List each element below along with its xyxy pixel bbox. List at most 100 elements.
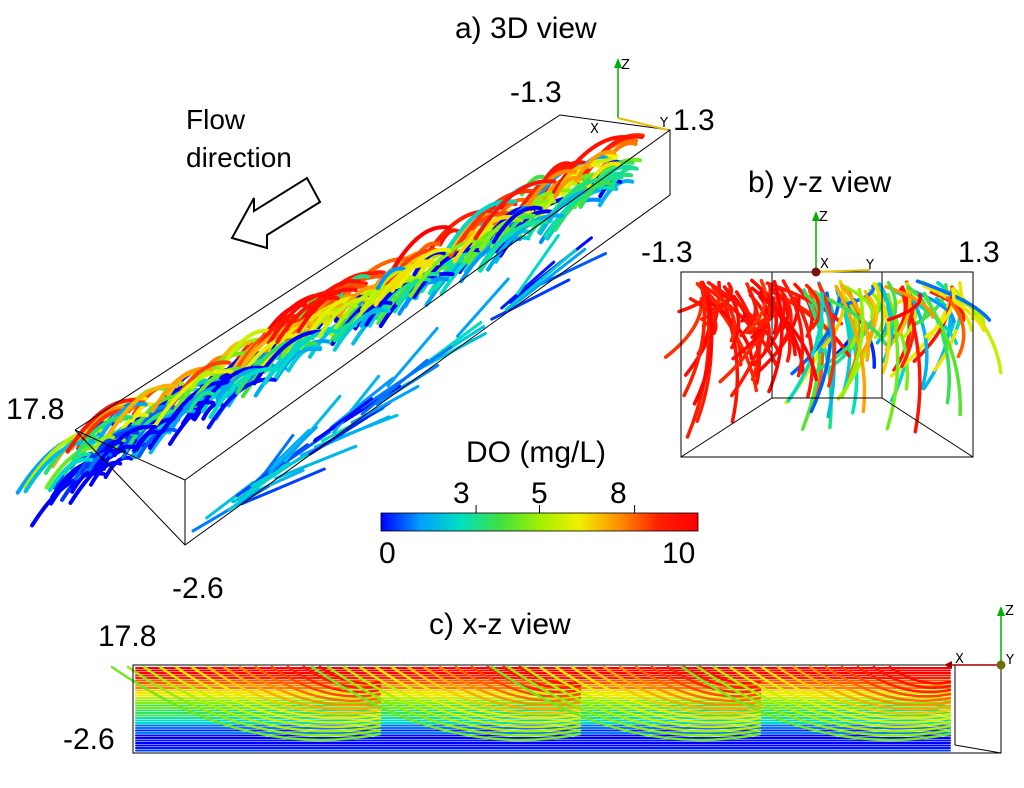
streamline	[839, 283, 871, 362]
axis-letter-x-3d: X	[590, 122, 599, 137]
x-axis-dot-yz	[811, 267, 821, 277]
streamline	[510, 247, 587, 308]
streamline	[760, 665, 952, 720]
streamline	[886, 293, 922, 322]
panel-c-tick-x: 17.8	[98, 620, 157, 653]
streamline	[397, 247, 452, 289]
streamline	[570, 665, 762, 720]
streamline	[804, 283, 822, 330]
streamline	[208, 366, 279, 420]
colorbar-title: DO (mg/L)	[466, 436, 607, 469]
axes-triad-3d	[614, 58, 669, 131]
streamline	[267, 290, 342, 345]
streamline	[70, 466, 107, 494]
streamline	[90, 424, 158, 475]
colorbar-gradient-bar	[380, 512, 699, 532]
box-edge-yz-right	[881, 397, 974, 458]
streamline	[574, 150, 617, 183]
z-axis-arrowhead	[614, 58, 622, 68]
streamline	[552, 135, 632, 194]
streamline	[89, 460, 123, 487]
panel-a-tick-x: 17.8	[6, 393, 65, 426]
streamline	[406, 665, 582, 716]
streamlines-yz	[663, 278, 1003, 439]
flow-label-line2: direction	[186, 142, 292, 173]
streamline	[342, 665, 582, 733]
streamline	[745, 278, 768, 335]
streamline	[728, 665, 952, 729]
streamline	[392, 225, 451, 269]
streamline	[222, 665, 382, 711]
streamline	[495, 209, 555, 254]
streamline	[220, 328, 274, 369]
streamline	[692, 295, 714, 406]
box-edge-top-front	[184, 129, 671, 481]
streamline	[477, 219, 549, 273]
streamline	[270, 665, 382, 698]
streamline	[908, 283, 948, 329]
flow-label-line1: Flow	[186, 104, 246, 135]
streamlines-xz	[110, 665, 952, 752]
axis-letter-x-yz: X	[820, 257, 829, 272]
streamline	[808, 665, 952, 707]
streamline	[518, 665, 582, 685]
axis-letter-z-yz: Z	[819, 210, 828, 225]
box-edge-yz-left	[680, 397, 773, 458]
y-axis-line-yz	[815, 269, 871, 273]
streamline	[506, 665, 762, 737]
streamline	[455, 277, 510, 338]
streamline	[491, 205, 543, 244]
domain-box-3d	[74, 114, 671, 546]
streamline	[578, 180, 613, 208]
streamline	[872, 281, 891, 375]
streamline	[712, 289, 737, 343]
streamline	[907, 291, 929, 391]
streamline	[559, 163, 601, 195]
streamline	[390, 665, 582, 720]
streamline	[634, 665, 762, 702]
axis-letter-y-yz: Y	[866, 258, 874, 273]
streamline	[712, 665, 952, 733]
streamline	[190, 665, 382, 720]
streamline	[602, 665, 762, 711]
streamline	[386, 326, 439, 388]
streamline	[824, 665, 952, 702]
streamline	[152, 369, 234, 430]
axis-letter-z-xz: Z	[1005, 604, 1014, 619]
streamline	[663, 296, 704, 359]
streamline	[682, 280, 707, 398]
streamline	[252, 329, 328, 386]
streamline	[680, 665, 952, 742]
streamline	[65, 398, 141, 454]
streamline	[395, 271, 440, 306]
axis-letter-y-xz: Y	[1006, 653, 1014, 668]
streamline	[275, 295, 340, 344]
streamline	[840, 287, 865, 398]
streamline	[245, 461, 291, 497]
streamline	[48, 457, 94, 493]
streamline	[360, 358, 429, 416]
streamline	[522, 665, 762, 733]
streamline	[337, 285, 381, 319]
colorbar-tick-0: 0	[379, 537, 396, 570]
streamlines-3d	[15, 133, 645, 533]
streamline	[353, 300, 393, 331]
streamline	[650, 665, 762, 698]
streamline	[188, 391, 215, 412]
streamline	[479, 217, 524, 252]
streamline	[310, 665, 582, 742]
colorbar-tick-10: 10	[662, 537, 696, 570]
colorbar-tick-3: 3	[453, 477, 470, 510]
streamline	[923, 295, 963, 417]
streamline	[326, 665, 582, 737]
panel-b-tick-y-max: 1.3	[958, 236, 1000, 269]
colorbar-tick-5: 5	[531, 477, 548, 510]
streamline	[577, 134, 644, 185]
streamline	[757, 295, 801, 373]
streamline	[751, 293, 787, 367]
streamline	[286, 665, 382, 694]
panel-b-title: b) y-z view	[748, 166, 892, 199]
z-axis-arrowhead-yz	[812, 211, 820, 221]
streamline	[776, 665, 952, 716]
